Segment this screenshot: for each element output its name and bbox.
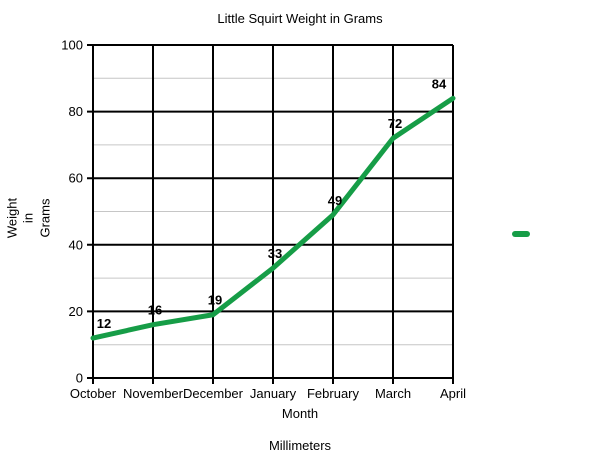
x-tick-label: March: [375, 386, 411, 401]
x-tick-label: January: [250, 386, 297, 401]
x-tick-label: November: [123, 386, 184, 401]
y-tick-label: 40: [69, 237, 83, 252]
data-label: 16: [148, 303, 162, 318]
y-tick-label: 100: [61, 38, 83, 53]
data-label: 19: [208, 293, 222, 308]
x-axis-title: Month: [281, 406, 319, 421]
data-label: 12: [97, 316, 111, 331]
series-line: [90, 95, 456, 341]
y-tick-label: 20: [69, 304, 83, 319]
chart-caption: Millimeters: [268, 438, 332, 453]
y-tick-label: 80: [69, 104, 83, 119]
chart-title: Little Squirt Weight in Grams: [217, 11, 383, 26]
data-label: 33: [268, 246, 282, 261]
x-tick-label: February: [307, 386, 360, 401]
x-tick-label: April: [440, 386, 466, 401]
y-tick-label: 60: [69, 171, 83, 186]
x-tick-label: December: [183, 386, 244, 401]
data-label: 84: [432, 76, 447, 91]
y-tick-label: 0: [76, 371, 83, 386]
x-tick-label: October: [70, 386, 117, 401]
data-label: 49: [328, 193, 342, 208]
data-label: 72: [388, 116, 402, 131]
legend-line-marker: [512, 231, 530, 237]
